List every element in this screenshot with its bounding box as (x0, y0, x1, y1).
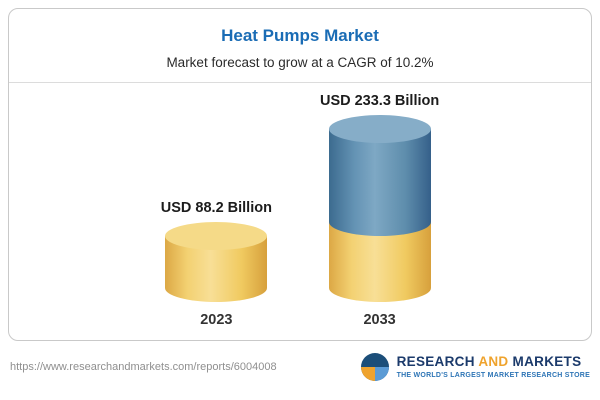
axis-label-2023: 2023 (200, 311, 233, 328)
chart-title: Heat Pumps Market (221, 26, 379, 45)
source-url[interactable]: https://www.researchandmarkets.com/repor… (10, 360, 277, 373)
page-footer: https://www.researchandmarkets.com/repor… (0, 341, 600, 382)
chart-card: Heat Pumps Market Market forecast to gro… (8, 8, 592, 341)
logo-word-markets: MARKETS (512, 353, 582, 369)
logo-word-and: AND (478, 353, 509, 369)
axis-label-2033: 2033 (363, 311, 396, 328)
logo-word-research: RESEARCH (396, 353, 475, 369)
bar-group-2023: USD 88.2 Billion 2023 (161, 200, 272, 327)
cylinder-top-ellipse (165, 222, 268, 251)
company-logo: RESEARCH AND MARKETS THE WORLD'S LARGEST… (360, 352, 590, 382)
bar-value-label-2023: USD 88.2 Billion (160, 200, 272, 217)
bar-value-label-2033: USD 233.3 Billion (319, 93, 440, 109)
bar-2033-cylinder (328, 115, 431, 302)
cylinder-top-ellipse (328, 115, 431, 143)
bar-2023-cylinder (165, 222, 268, 302)
logo-text: RESEARCH AND MARKETS THE WORLD'S LARGEST… (396, 353, 590, 379)
bar-chart: USD 88.2 Billion 2023 USD 233.3 Billion … (9, 83, 591, 340)
chart-header: Heat Pumps Market Market forecast to gro… (9, 9, 591, 82)
header-divider (9, 82, 591, 83)
bar-2033-blue-segment (328, 129, 431, 237)
logo-mark-icon (360, 352, 389, 381)
logo-wordmark: RESEARCH AND MARKETS (396, 353, 590, 370)
chart-subtitle: Market forecast to grow at a CAGR of 10.… (166, 55, 434, 70)
logo-tagline: THE WORLD'S LARGEST MARKET RESEARCH STOR… (396, 371, 590, 379)
bar-group-2033: USD 233.3 Billion 2033 (320, 93, 439, 328)
